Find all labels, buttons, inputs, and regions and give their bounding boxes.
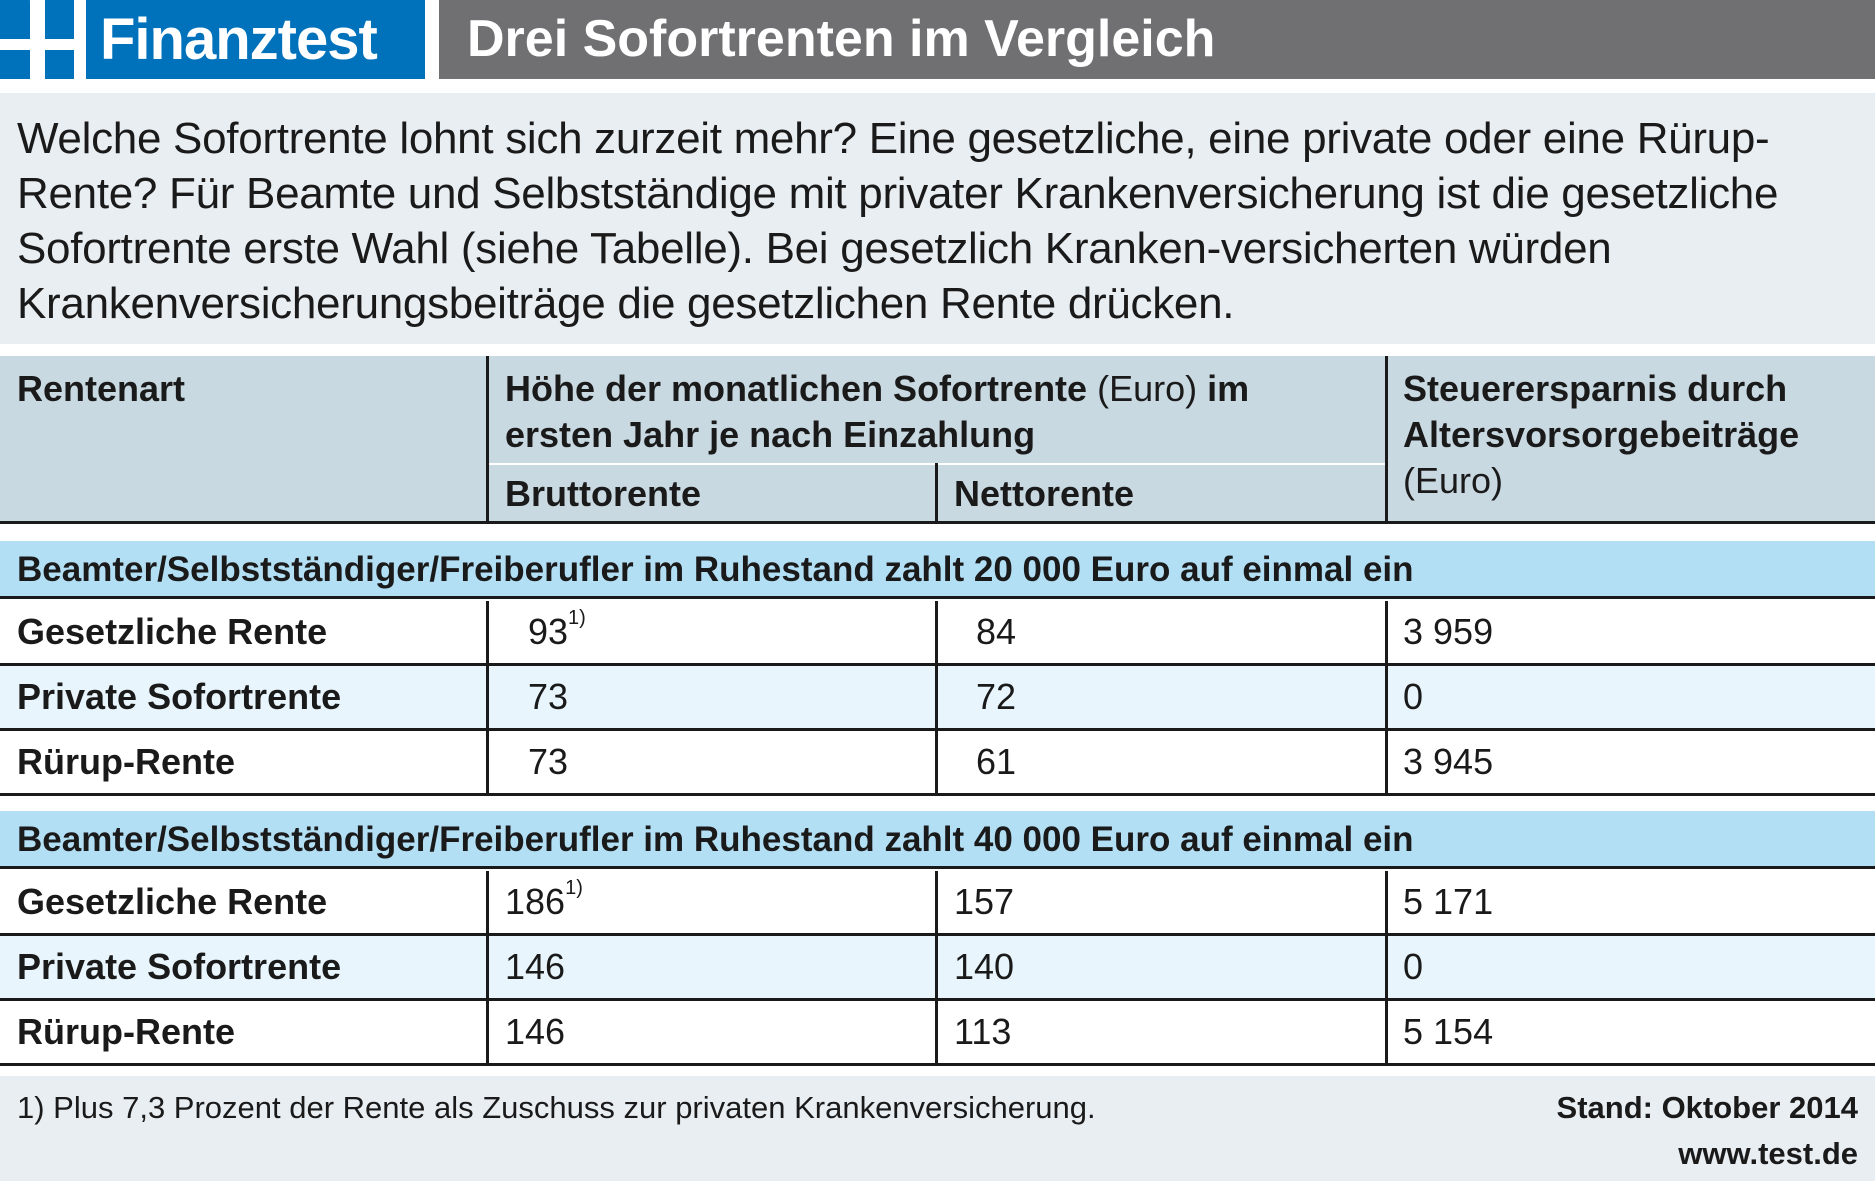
cell-rentenart: Private Sofortrente: [17, 676, 342, 717]
column-divider: [486, 1001, 489, 1066]
header-steuer-line2: Altersvorsorgebeiträge: [1403, 414, 1800, 455]
cell-brutto-value: 93: [528, 611, 569, 652]
header-brutto: Bruttorente: [505, 473, 701, 514]
header-hoehe-line2: ersten Jahr je nach Einzahlung: [505, 414, 1036, 455]
table-header: Rentenart Höhe der monatlichen Sofortren…: [0, 356, 1875, 524]
header-steuer-unit: (Euro): [1403, 460, 1504, 501]
table-row: Gesetzliche Rente 1861) 157 5 171: [0, 871, 1875, 936]
column-divider: [486, 871, 489, 936]
footnote-marker: 1): [568, 607, 586, 629]
footer: 1) Plus 7,3 Prozent der Rente als Zuschu…: [0, 1076, 1875, 1181]
column-divider: [1385, 356, 1388, 524]
header-hoehe-text2: im: [1207, 368, 1250, 409]
column-divider: [935, 731, 938, 796]
column-divider: [1385, 871, 1388, 936]
cell-netto: 113: [954, 1011, 1012, 1052]
cell-netto: 157: [954, 881, 1015, 922]
cell-steuer: 3 959: [1403, 611, 1494, 652]
cell-steuer: 5 171: [1403, 881, 1494, 922]
table-row: Rürup-Rente 146 113 5 154: [0, 1001, 1875, 1066]
cell-brutto-value: 73: [528, 676, 569, 717]
table-row: Gesetzliche Rente 931) 84 3 959: [0, 601, 1875, 666]
cell-steuer: 0: [1403, 676, 1424, 717]
header-steuer: Steuerersparnis durch Altersvorsorgebeitr…: [1403, 366, 1799, 504]
cell-brutto: 931): [528, 601, 586, 663]
brand-logo-text: Finanztest: [86, 0, 425, 79]
footnote-marker: 1): [565, 877, 583, 899]
column-divider: [1385, 601, 1388, 666]
intro-text: Welche Sofortrente lohnt sich zurzeit me…: [0, 93, 1875, 344]
header-netto: Nettorente: [954, 473, 1135, 514]
cell-brutto: 73: [528, 666, 568, 728]
page-title: Drei Sofortrenten im Vergleich: [439, 0, 1875, 79]
header-hoehe-text: Höhe der monatlichen Sofortrente: [505, 368, 1088, 409]
header-steuer-line1: Steuerersparnis durch: [1403, 368, 1788, 409]
table-row: Rürup-Rente 73 61 3 945: [0, 731, 1875, 796]
header-hoehe: Höhe der monatlichen Sofortrente (Euro) …: [505, 366, 1249, 458]
section-header: Beamter/Selbstständiger/Freiberufler im …: [0, 541, 1875, 599]
column-divider: [486, 731, 489, 796]
cell-steuer: 5 154: [1403, 1011, 1494, 1052]
cell-brutto: 1861): [505, 871, 583, 933]
column-divider: [1385, 1001, 1388, 1066]
column-divider: [935, 601, 938, 666]
cell-brutto-value: 186: [505, 881, 566, 922]
column-divider: [486, 356, 489, 524]
cell-steuer: 0: [1403, 946, 1424, 987]
source-url[interactable]: www.test.de: [1678, 1136, 1858, 1171]
header-rentenart: Rentenart: [17, 368, 186, 409]
cell-brutto-value: 146: [505, 946, 566, 987]
cell-rentenart: Private Sofortrente: [17, 946, 342, 987]
cell-steuer: 3 945: [1403, 741, 1494, 782]
cell-rentenart: Rürup-Rente: [17, 741, 235, 782]
finanztest-logo-icon: [0, 0, 74, 79]
table-row: Private Sofortrente 146 140 0: [0, 936, 1875, 1001]
section-header: Beamter/Selbstständiger/Freiberufler im …: [0, 811, 1875, 869]
header-hoehe-unit: (Euro): [1097, 368, 1198, 409]
column-divider: [1385, 936, 1388, 1001]
cell-rentenart: Rürup-Rente: [17, 1011, 235, 1052]
cell-brutto: 146: [505, 936, 565, 998]
column-divider: [935, 1001, 938, 1066]
column-divider: [935, 463, 938, 524]
column-divider: [486, 666, 489, 731]
column-divider: [1385, 731, 1388, 796]
column-divider: [1385, 666, 1388, 731]
cell-rentenart: Gesetzliche Rente: [17, 881, 328, 922]
column-divider: [935, 936, 938, 1001]
cell-netto: 61: [976, 741, 1017, 782]
cell-rentenart: Gesetzliche Rente: [17, 611, 328, 652]
cell-brutto: 73: [528, 731, 568, 793]
column-divider: [486, 936, 489, 1001]
cell-brutto-value: 146: [505, 1011, 566, 1052]
column-divider: [486, 601, 489, 666]
cell-netto: 72: [976, 676, 1017, 717]
column-divider: [935, 871, 938, 936]
column-divider: [935, 666, 938, 731]
stand-date: Stand: Oktober 2014: [1556, 1090, 1858, 1125]
cell-brutto-value: 73: [528, 741, 569, 782]
footnote: 1) Plus 7,3 Prozent der Rente als Zuschu…: [17, 1090, 1096, 1125]
cell-netto: 84: [976, 611, 1017, 652]
cell-brutto: 146: [505, 1001, 565, 1063]
table-row: Private Sofortrente 73 72 0: [0, 666, 1875, 731]
cell-netto: 140: [954, 946, 1015, 987]
